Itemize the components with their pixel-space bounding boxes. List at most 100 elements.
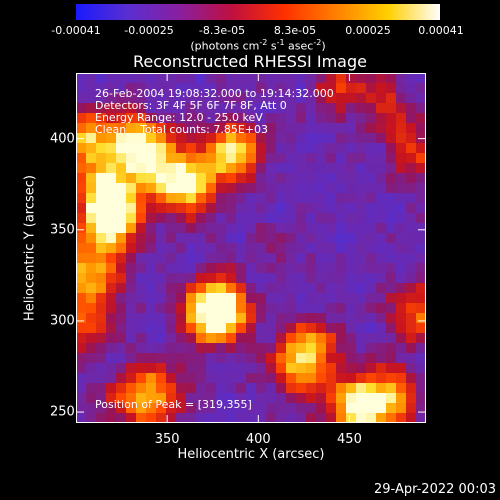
heatmap-cell xyxy=(116,413,127,423)
heatmap-cell xyxy=(266,223,277,234)
heatmap-cell xyxy=(126,83,137,94)
heatmap-cell xyxy=(206,233,217,244)
heatmap-cell xyxy=(206,163,217,174)
heatmap-cell xyxy=(266,363,277,374)
heatmap-cell xyxy=(236,73,247,84)
heatmap-cell xyxy=(216,93,227,104)
heatmap-cell xyxy=(336,273,347,284)
heatmap-cell xyxy=(136,293,147,304)
heatmap-cell xyxy=(136,393,147,404)
heatmap-cell xyxy=(136,73,147,84)
heatmap-cell xyxy=(326,103,337,114)
heatmap-cell xyxy=(376,153,387,164)
heatmap-cell xyxy=(96,73,107,84)
heatmap-cell xyxy=(226,213,237,224)
heatmap-cell xyxy=(276,103,287,114)
heatmap-cell xyxy=(296,263,307,274)
heatmap-cell xyxy=(196,83,207,94)
heatmap-cell xyxy=(246,183,257,194)
heatmap-cell xyxy=(186,103,197,114)
heatmap-cell xyxy=(316,333,327,344)
heatmap-cell xyxy=(396,203,407,214)
heatmap-cell xyxy=(336,93,347,104)
heatmap-cell xyxy=(206,403,217,414)
heatmap-cell xyxy=(216,373,227,384)
heatmap-cell xyxy=(416,283,426,294)
heatmap-cell xyxy=(326,93,337,104)
heatmap-cell xyxy=(166,153,177,164)
heatmap-cell xyxy=(226,353,237,364)
heatmap-cell xyxy=(326,133,337,144)
heatmap-cell xyxy=(96,253,107,264)
heatmap-cell xyxy=(196,413,207,423)
heatmap-cell xyxy=(146,163,157,174)
heatmap-cell xyxy=(216,283,227,294)
heatmap-cell xyxy=(416,413,426,423)
heatmap-cell xyxy=(406,223,417,234)
heatmap-cell xyxy=(96,303,107,314)
heatmap-cell xyxy=(286,393,297,404)
heatmap-cell xyxy=(326,153,337,164)
heatmap-cell xyxy=(196,323,207,334)
heatmap-cell xyxy=(156,313,167,324)
heatmap-cell xyxy=(396,123,407,134)
heatmap-cell xyxy=(146,233,157,244)
heatmap-cell xyxy=(366,193,377,204)
heatmap-cell xyxy=(96,283,107,294)
heatmap-cell xyxy=(316,373,327,384)
heatmap-cell xyxy=(196,353,207,364)
heatmap-cell xyxy=(316,203,327,214)
heatmap-cell xyxy=(416,333,426,344)
heatmap-cell xyxy=(86,193,97,204)
colorbar-units: (photons cm-2 s-1 asec-2) xyxy=(190,38,326,53)
heatmap-cell xyxy=(176,123,187,134)
heatmap-cell xyxy=(326,373,337,384)
heatmap-cell xyxy=(306,333,317,344)
heatmap-cell xyxy=(96,133,107,144)
heatmap-cell xyxy=(176,343,187,354)
heatmap-cell xyxy=(206,323,217,334)
heatmap-cell xyxy=(186,93,197,104)
heatmap-cell xyxy=(216,103,227,114)
heatmap-cell xyxy=(346,393,357,404)
heatmap-cell xyxy=(106,363,117,374)
heatmap-cell xyxy=(106,413,117,423)
heatmap-cell xyxy=(396,183,407,194)
heatmap-cell xyxy=(346,383,357,394)
heatmap-cell xyxy=(186,353,197,364)
heatmap-cell xyxy=(376,303,387,314)
heatmap-cell xyxy=(376,343,387,354)
heatmap-cell xyxy=(256,103,267,114)
heatmap-cell xyxy=(296,173,307,184)
heatmap-cell xyxy=(106,323,117,334)
heatmap-cell xyxy=(406,103,417,114)
heatmap-cell xyxy=(166,323,177,334)
heatmap-cell xyxy=(176,163,187,174)
heatmap-cell xyxy=(176,193,187,204)
heatmap-cell xyxy=(406,383,417,394)
heatmap-cell xyxy=(156,243,167,254)
heatmap-cell xyxy=(126,323,137,334)
heatmap-cell xyxy=(416,83,426,94)
heatmap-cell xyxy=(216,163,227,174)
heatmap-cell xyxy=(246,93,257,104)
heatmap-cell xyxy=(116,133,127,144)
heatmap-cell xyxy=(336,173,347,184)
heatmap-cell xyxy=(386,193,397,204)
heatmap-cell xyxy=(206,273,217,284)
heatmap-cell xyxy=(176,323,187,334)
heatmap-cell xyxy=(396,413,407,423)
heatmap-cell xyxy=(266,233,277,244)
heatmap-cell xyxy=(396,143,407,154)
heatmap-cell xyxy=(196,333,207,344)
heatmap-cell xyxy=(346,343,357,354)
heatmap-cell xyxy=(186,283,197,294)
heatmap-cell xyxy=(206,193,217,204)
heatmap-cell xyxy=(116,333,127,344)
heatmap-cell xyxy=(96,103,107,114)
heatmap-cell xyxy=(246,253,257,264)
heatmap-cell xyxy=(366,243,377,254)
heatmap-cell xyxy=(96,413,107,423)
heatmap-cell xyxy=(106,333,117,344)
heatmap-cell xyxy=(116,213,127,224)
